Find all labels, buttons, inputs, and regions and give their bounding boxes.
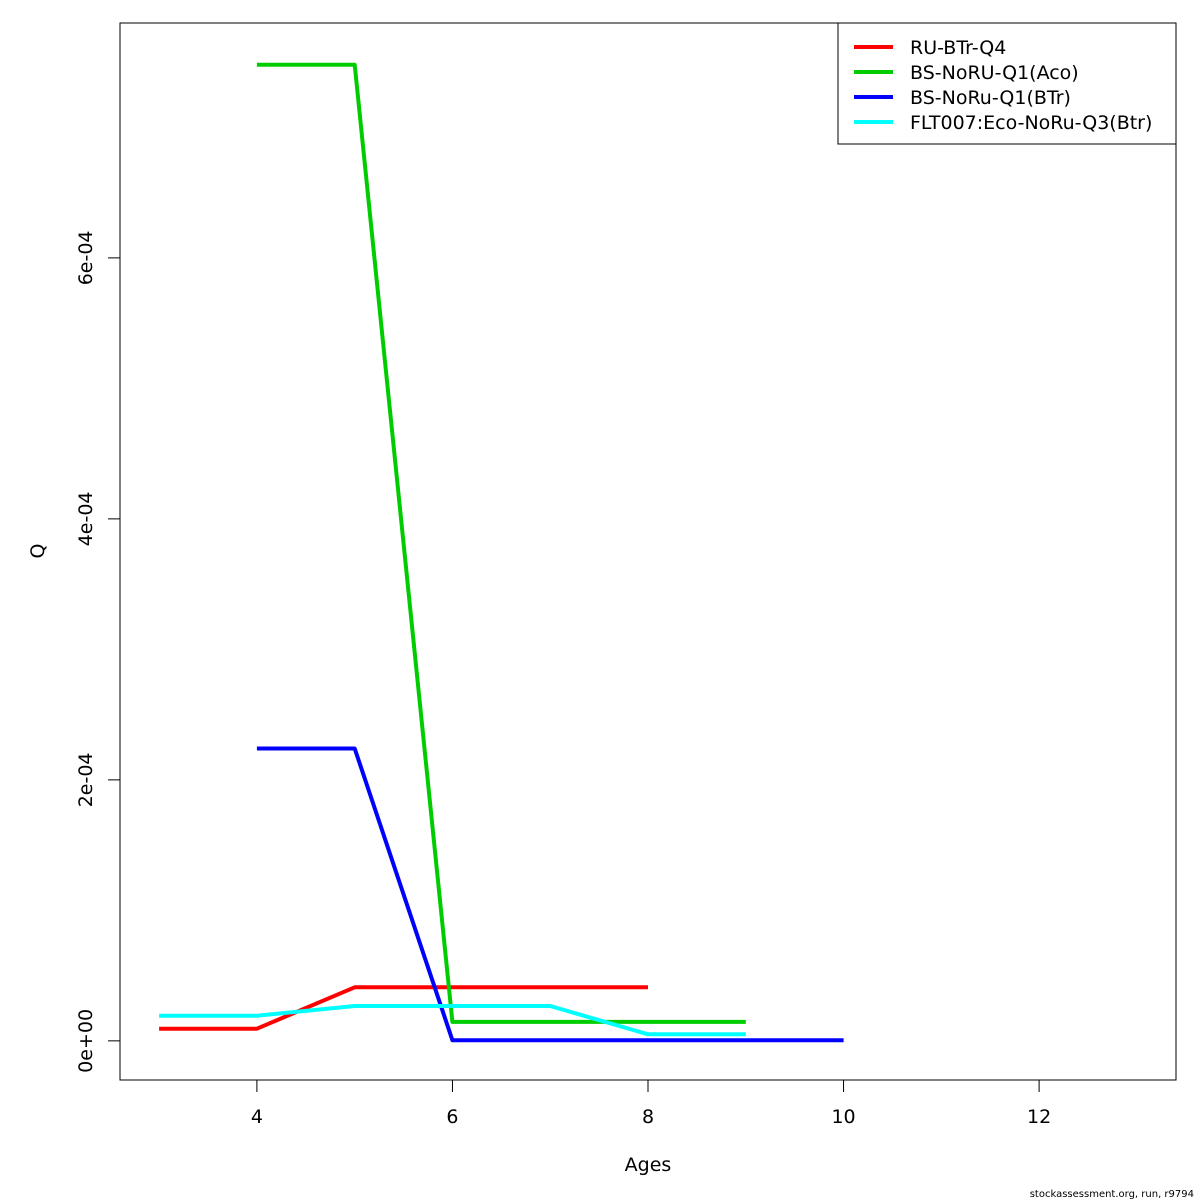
x-tick-label: 8 xyxy=(642,1106,654,1128)
legend-label-3: BS-NoRu-Q1(BTr) xyxy=(910,87,1071,109)
legend: RU-BTr-Q4 BS-NoRU-Q1(Aco) BS-NoRu-Q1(BTr) F… xyxy=(837,22,1177,145)
legend-label-1: RU-BTr-Q4 xyxy=(910,37,1006,59)
x-axis-title: Ages xyxy=(625,1154,672,1176)
series-line-2 xyxy=(256,62,746,1024)
series-layer xyxy=(159,62,844,1043)
y-axis-title: Q xyxy=(27,544,49,559)
legend-label-4: FLT007:Eco-NoRu-Q3(Btr) xyxy=(910,112,1152,134)
x-tick-label: 12 xyxy=(1027,1106,1051,1128)
series-line-4 xyxy=(159,1004,746,1037)
legend-label-2: BS-NoRU-Q1(Aco) xyxy=(910,62,1079,84)
y-tick-label: 2e-04 xyxy=(75,752,97,807)
legend-box xyxy=(837,22,1177,145)
series-line-1 xyxy=(159,985,648,1031)
y-tick-label: 4e-04 xyxy=(75,491,97,546)
x-tick-label: 10 xyxy=(831,1106,855,1128)
footer-credit: stockassessment.org, run, r9794 xyxy=(1030,1189,1194,1200)
y-tick-label: 6e-04 xyxy=(75,230,97,285)
x-tick-label: 4 xyxy=(251,1106,263,1128)
x-tick-label: 6 xyxy=(446,1106,458,1128)
y-axis: 0e+00 2e-04 4e-04 6e-04 xyxy=(75,230,121,1073)
y-tick-label: 0e+00 xyxy=(75,1009,97,1073)
series-line-3 xyxy=(256,746,844,1043)
x-axis: 4 6 8 10 12 xyxy=(251,1079,1051,1128)
